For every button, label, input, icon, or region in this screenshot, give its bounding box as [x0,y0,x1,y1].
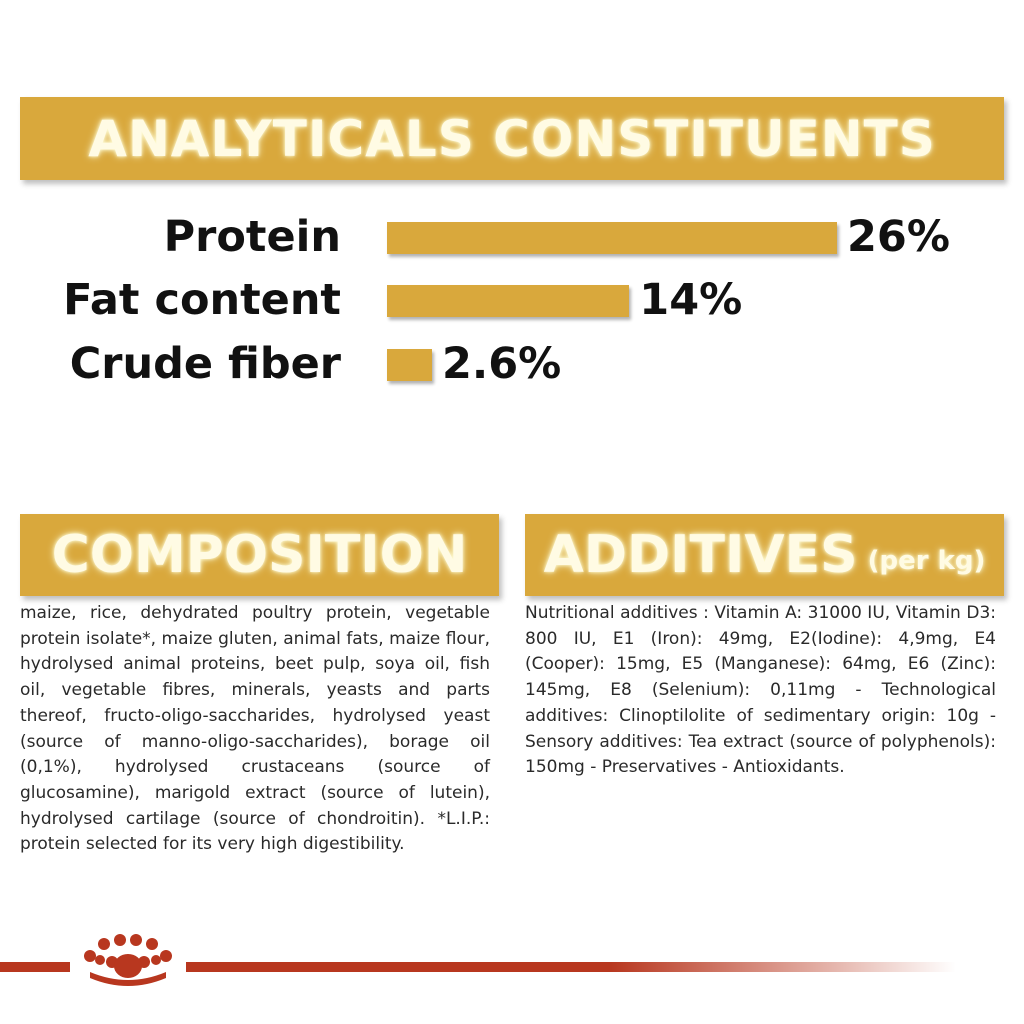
fat-content-label: Fat content [63,275,341,325]
composition-text: maize, rice, dehydrated poultry protein,… [20,603,490,855]
crude-fiber-row: Crude fiber 2.6% [0,334,1024,394]
additives-title: ADDITIVES [543,525,858,585]
protein-value: 26% [847,212,950,262]
protein-bar [387,222,837,254]
additives-subtitle: (per kg) [867,546,986,576]
footer-line-right [186,962,956,972]
crown-icon [84,934,172,986]
crude-fiber-label: Crude fiber [69,339,341,389]
crude-fiber-value: 2.6% [442,339,562,389]
fat-content-row: Fat content 14% [0,270,1024,330]
protein-label: Protein [163,212,341,262]
composition-banner: COMPOSITION [20,514,499,596]
composition-title: COMPOSITION [51,525,468,585]
additives-text: Nutritional additives : Vitamin A: 31000… [525,603,996,778]
fat-content-value: 14% [639,275,743,325]
additives-banner: ADDITIVES (per kg) [525,514,1004,596]
analyticals-banner: ANALYTICALS CONSTITUENTS [20,97,1004,180]
footer-line-left [0,962,70,972]
fat-content-bar [387,285,630,317]
crude-fiber-bar [387,349,432,381]
analyticals-title: ANALYTICALS CONSTITUENTS [88,109,936,168]
protein-row: Protein 26% [0,207,1024,267]
